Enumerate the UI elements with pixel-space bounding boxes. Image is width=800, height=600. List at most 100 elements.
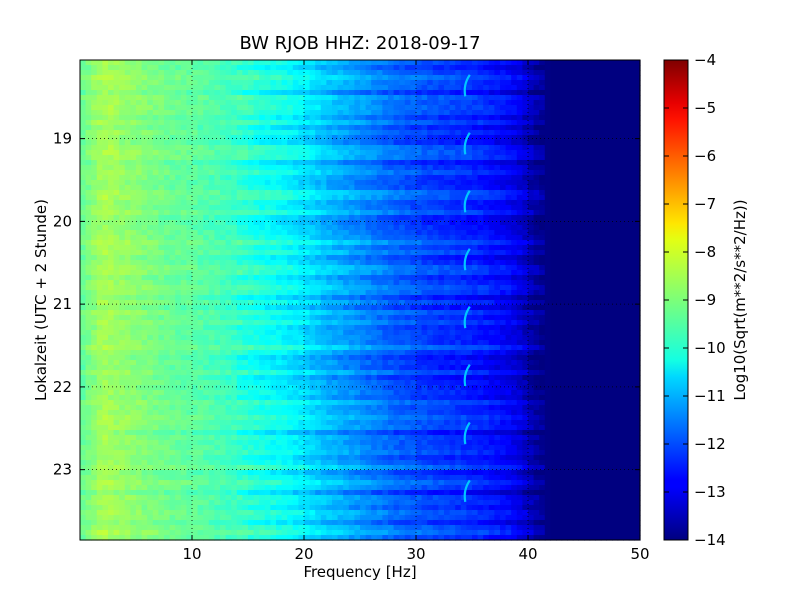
heatmap-cell [315,140,322,146]
heatmap-cell [214,310,221,316]
heatmap-cell [208,345,215,351]
heatmap-cell [152,120,159,126]
heatmap-cell [180,480,187,486]
heatmap-cell [259,490,266,496]
heatmap-cell [315,320,322,326]
heatmap-cell [180,525,187,531]
heatmap-cell [214,285,221,291]
heatmap-cell [259,360,266,366]
heatmap-cell [253,95,260,101]
heatmap-cell [264,520,271,526]
heatmap-cell [343,280,350,286]
heatmap-cell [91,280,98,286]
heatmap-cell [208,485,215,491]
heatmap-cell [152,180,159,186]
heatmap-cell [236,235,243,241]
heatmap-cell [197,355,204,361]
heatmap-cell [354,295,361,301]
heatmap-cell [175,315,182,321]
heatmap-cell [147,220,154,226]
heatmap-cell [281,240,288,246]
heatmap-cell [287,395,294,401]
heatmap-cell [253,310,260,316]
heatmap-cell [259,150,266,156]
heatmap-cell [242,455,249,461]
heatmap-cell [214,290,221,296]
heatmap-cell [270,475,277,481]
heatmap-cell [152,255,159,261]
heatmap-cell [130,455,137,461]
heatmap-cell [292,180,299,186]
heatmap-cell [360,200,367,206]
heatmap-cell [169,285,176,291]
heatmap-cell [332,175,339,181]
heatmap-cell [292,440,299,446]
heatmap-cell [242,245,249,251]
heatmap-cell [298,375,305,381]
heatmap-cell [292,250,299,256]
heatmap-cell [175,385,182,391]
heatmap-cell [225,505,232,511]
heatmap-cell [253,470,260,476]
heatmap-cell [309,325,316,331]
heatmap-cell [180,280,187,286]
heatmap-cell [147,365,154,371]
heatmap-cell [136,435,143,441]
heatmap-cell [231,480,238,486]
heatmap-cell [141,255,148,261]
heatmap-cell [326,535,333,541]
heatmap-cell [91,360,98,366]
heatmap-cell [298,275,305,281]
heatmap-cell [175,185,182,191]
heatmap-cell [287,275,294,281]
heatmap-cell [91,370,98,376]
heatmap-cell [85,465,92,471]
heatmap-cell [337,320,344,326]
heatmap-cell [175,325,182,331]
heatmap-cell [304,170,311,176]
heatmap-cell [343,520,350,526]
heatmap-cell [231,510,238,516]
heatmap-cell [180,75,187,81]
heatmap-cell [91,405,98,411]
heatmap-cell [231,535,238,541]
heatmap-cell [315,485,322,491]
heatmap-cell [108,285,115,291]
heatmap-cell [197,240,204,246]
heatmap-cell [208,300,215,306]
heatmap-cell [304,315,311,321]
heatmap-cell [164,480,171,486]
heatmap-cell [147,65,154,71]
heatmap-cell [354,60,361,66]
heatmap-cell [259,140,266,146]
heatmap-cell [175,210,182,216]
heatmap-cell [102,225,109,231]
heatmap-cell [124,360,131,366]
heatmap-cell [119,525,126,531]
heatmap-cell [124,280,131,286]
heatmap-cell [259,255,266,261]
heatmap-cell [281,120,288,126]
heatmap-cell [130,435,137,441]
heatmap-cell [220,320,227,326]
heatmap-cell [164,215,171,221]
heatmap-cell [326,240,333,246]
heatmap-cell [186,445,193,451]
heatmap-cell [287,285,294,291]
heatmap-cell [130,265,137,271]
heatmap-cell [186,110,193,116]
heatmap-cell [242,495,249,501]
heatmap-cell [102,85,109,91]
heatmap-cell [80,145,87,151]
heatmap-cell [292,470,299,476]
heatmap-cell [264,490,271,496]
heatmap-cell [292,70,299,76]
heatmap-cell [360,475,367,481]
heatmap-cell [365,160,372,166]
heatmap-cell [259,305,266,311]
heatmap-cell [292,350,299,356]
heatmap-cell [141,220,148,226]
heatmap-cell [96,90,103,96]
heatmap-cell [231,130,238,136]
heatmap-cell [231,305,238,311]
